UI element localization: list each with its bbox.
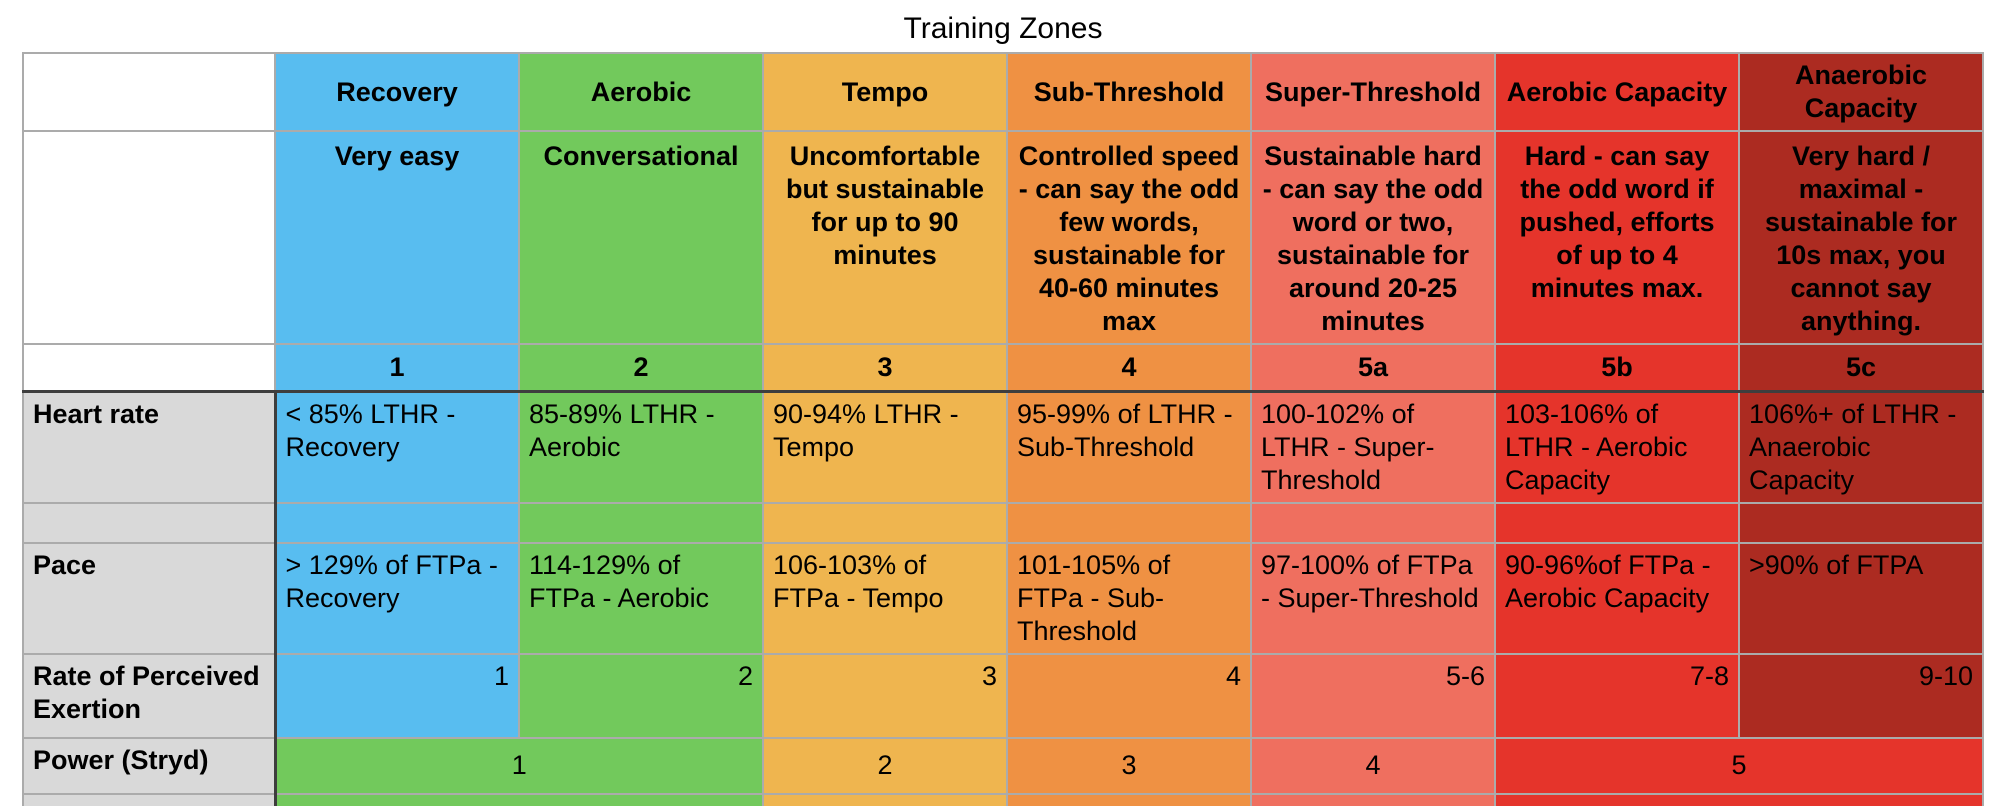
row-label-empty <box>22 501 277 544</box>
zone-description-cell: Very easy <box>274 130 520 345</box>
power-cell: 4 <box>1250 736 1496 795</box>
pace-cell: 114-129% of FTPa - Aerobic <box>518 541 764 655</box>
zone-names-row: Recovery Aerobic Tempo Sub-Threshold Sup… <box>22 52 1984 132</box>
cp-cell: 90-100% of CP <box>1006 792 1252 806</box>
zone-number-cell: 5a <box>1250 342 1496 393</box>
zone-numbers-row: 1 2 3 4 5a 5b 5c <box>22 342 1984 393</box>
rpe-cell: 1 <box>274 652 520 739</box>
heart-rate-cell: 90-94% LTHR - Tempo <box>762 390 1008 504</box>
pace-cell: >90% of FTPA <box>1738 541 1984 655</box>
pace-cell: 101-105% of FTPa - Sub-Threshold <box>1006 541 1252 655</box>
zone-description-cell: Controlled speed - can say the odd few w… <box>1006 130 1252 345</box>
spacer-cell <box>518 501 764 544</box>
training-zones-table: Recovery Aerobic Tempo Sub-Threshold Sup… <box>22 52 1984 806</box>
zone-number-cell: 1 <box>274 342 520 393</box>
spacer-row <box>22 501 1984 544</box>
heart-rate-cell: 100-102% of LTHR - Super-Threshold <box>1250 390 1496 504</box>
zone-number-cell: 3 <box>762 342 1008 393</box>
power-cell: 1 <box>274 736 764 795</box>
cp-cell: 115-130% of CP <box>1494 792 1984 806</box>
spacer-cell <box>1494 501 1740 544</box>
spacer-cell <box>1250 501 1496 544</box>
zone-name-tempo: Tempo <box>762 52 1008 132</box>
rpe-cell: 7-8 <box>1494 652 1740 739</box>
power-cell: 5 <box>1494 736 1984 795</box>
heart-rate-row: Heart rate < 85% LTHR - Recovery 85-89% … <box>22 390 1984 504</box>
zone-name-anaerobic-capacity: Anaerobic Capacity <box>1738 52 1984 132</box>
cp-cell: 80-90% of CP <box>762 792 1008 806</box>
zone-description-cell: Sustainable hard - can say the odd word … <box>1250 130 1496 345</box>
spacer-cell <box>1006 501 1252 544</box>
rpe-cell: 5-6 <box>1250 652 1496 739</box>
zone-descriptions-row: Very easy Conversational Uncomfortable b… <box>22 130 1984 345</box>
cp-cell: 100-115% of CP <box>1250 792 1496 806</box>
rpe-cell: 9-10 <box>1738 652 1984 739</box>
critical-power-row: 65-80% of CP 80-90% of CP 90-100% of CP … <box>22 792 1984 806</box>
rpe-cell: 2 <box>518 652 764 739</box>
cp-cell: 65-80% of CP <box>274 792 764 806</box>
zone-number-cell: 2 <box>518 342 764 393</box>
zone-name-super-threshold: Super-Threshold <box>1250 52 1496 132</box>
corner-cell <box>22 130 276 345</box>
pace-cell: 106-103% of FTPa - Tempo <box>762 541 1008 655</box>
zone-name-recovery: Recovery <box>274 52 520 132</box>
zone-number-cell: 4 <box>1006 342 1252 393</box>
pace-cell: 97-100% of FTPa - Super-Threshold <box>1250 541 1496 655</box>
row-label-heart-rate: Heart rate <box>22 390 277 504</box>
heart-rate-cell: 106%+ of LTHR - Anaerobic Capacity <box>1738 390 1984 504</box>
zone-name-aerobic-capacity: Aerobic Capacity <box>1494 52 1740 132</box>
power-cell: 2 <box>762 736 1008 795</box>
spacer-cell <box>274 501 520 544</box>
zone-name-sub-threshold: Sub-Threshold <box>1006 52 1252 132</box>
spacer-cell <box>762 501 1008 544</box>
row-label-empty <box>22 792 277 806</box>
corner-cell <box>22 342 276 393</box>
zone-number-cell: 5b <box>1494 342 1740 393</box>
heart-rate-cell: 95-99% of LTHR - Sub-Threshold <box>1006 390 1252 504</box>
pace-row: Pace > 129% of FTPa - Recovery 114-129% … <box>22 541 1984 655</box>
zone-description-cell: Very hard / maximal - sustainable for 10… <box>1738 130 1984 345</box>
rpe-row: Rate of Perceived Exertion 1 2 3 4 5-6 7… <box>22 652 1984 739</box>
power-cell: 3 <box>1006 736 1252 795</box>
heart-rate-cell: < 85% LTHR - Recovery <box>274 390 520 504</box>
spacer-cell <box>1738 501 1984 544</box>
zone-number-cell: 5c <box>1738 342 1984 393</box>
rpe-cell: 3 <box>762 652 1008 739</box>
row-label-rpe: Rate of Perceived Exertion <box>22 652 277 739</box>
heart-rate-cell: 103-106% of LTHR - Aerobic Capacity <box>1494 390 1740 504</box>
power-row: Power (Stryd) 1 2 3 4 5 <box>22 736 1984 795</box>
zone-name-aerobic: Aerobic <box>518 52 764 132</box>
corner-cell <box>22 52 276 132</box>
row-label-pace: Pace <box>22 541 277 655</box>
zone-description-cell: Conversational <box>518 130 764 345</box>
zone-description-cell: Uncomfortable but sustainable for up to … <box>762 130 1008 345</box>
pace-cell: 90-96%of FTPa - Aerobic Capacity <box>1494 541 1740 655</box>
pace-cell: > 129% of FTPa - Recovery <box>274 541 520 655</box>
row-label-power: Power (Stryd) <box>22 736 277 795</box>
page-title: Training Zones <box>903 12 1103 45</box>
rpe-cell: 4 <box>1006 652 1252 739</box>
zone-description-cell: Hard - can say the odd word if pushed, e… <box>1494 130 1740 345</box>
heart-rate-cell: 85-89% LTHR - Aerobic <box>518 390 764 504</box>
